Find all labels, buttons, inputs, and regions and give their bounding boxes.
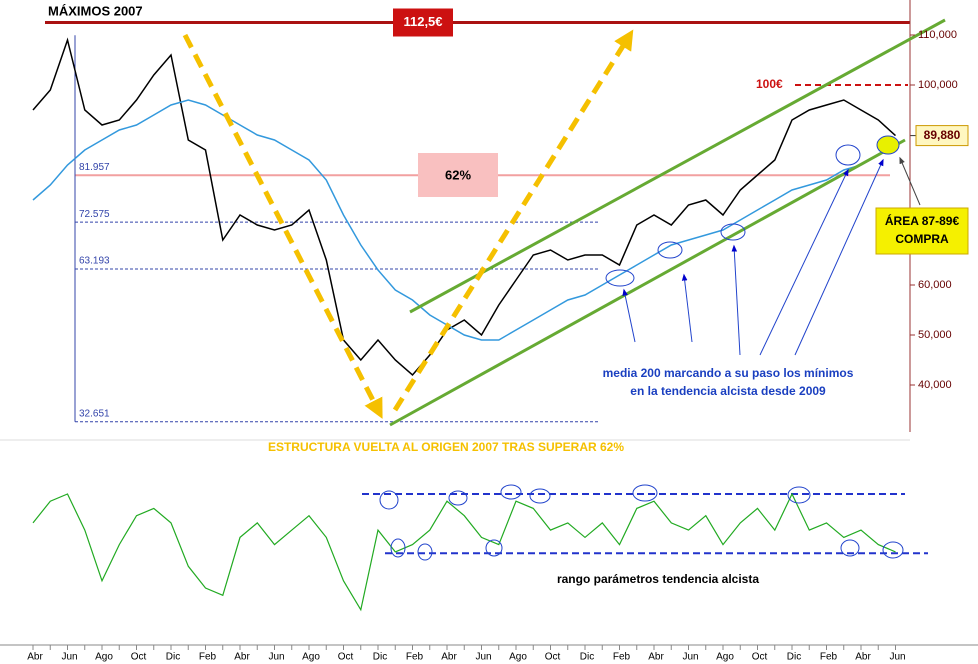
x-tick-label: Jun [61,652,77,663]
x-tick-label: Abr [27,652,43,663]
arrow-up [392,29,634,412]
buy-zone-label: COMPRA [895,232,949,246]
fib-label: 63.193 [79,256,110,267]
buy-zone-box [875,207,969,255]
fib-label: 81.957 [79,162,110,173]
x-tick-label: Ago [509,652,527,663]
y-tick-label: 60,000 [918,279,952,291]
pointer-arrow [899,156,921,206]
x-tick-label: Ago [302,652,320,663]
pointer-arrow [622,288,636,343]
touch-ellipse [720,223,746,241]
x-tick-label: Feb [820,652,838,663]
y-tick-label: 50,000 [918,329,952,341]
oscillator-markers [379,484,904,561]
x-tick-label: Jun [475,652,491,663]
x-tick-label: Dic [166,652,180,663]
touch-ellipse [390,538,406,558]
x-tick-label: Dic [580,652,594,663]
touch-ellipse [840,539,860,557]
x-tick-label: Abr [855,652,871,663]
annotation: en la tendencia alcista desde 2009 [630,384,826,398]
x-tick-label: Dic [787,652,801,663]
y-tick-label: 40,000 [918,379,952,391]
fib-label: 32.651 [79,408,110,419]
series-line [32,37,897,377]
annotation: rango parámetros tendencia alcista [557,572,759,586]
series-line [32,99,896,341]
pointer-arrow [794,158,884,356]
price-panel: 81.957 72.575 63.193 32.651 112,5€ 100€ 89,880 [32,8,969,423]
y-tick-label: 100,000 [918,79,958,91]
channel-upper [409,18,946,314]
touch-ellipse [787,486,811,504]
touch-ellipse [379,490,399,510]
resistance-label: 112,5€ [403,14,442,29]
touch-ellipse [485,539,503,557]
touch-ellipse [448,490,468,506]
touch-ellipse [835,144,861,166]
x-tick-label: Jun [682,652,698,663]
pointer-arrow [681,273,693,343]
x-tick-label: Feb [613,652,631,663]
x-tick-label: Feb [199,652,217,663]
annotation: media 200 marcando a su paso los mínimos [603,366,854,380]
touch-ellipse [417,543,433,561]
pointer-arrow [731,244,741,356]
x-tick-label: Oct [131,652,147,663]
retracement-box [418,153,498,197]
x-tick-label: Ago [95,652,113,663]
channel-lower [389,138,906,427]
series-line [32,492,896,612]
x-tick-label: Abr [441,652,457,663]
annotation: ESTRUCTURA VUELTA AL ORIGEN 2007 TRAS SU… [268,440,624,454]
last-price-label: 89,880 [924,128,961,142]
resistance-box [393,8,453,37]
resistance-label: 100€ [756,77,783,91]
x-tick-label: Feb [406,652,424,663]
pointer-arrow [759,168,849,356]
fib-label: 72.575 [79,209,110,220]
x-tick-label: Ago [716,652,734,663]
oscillator-panel [32,492,928,612]
retracement-label: 62% [445,167,471,182]
buy-zone-label: ÁREA 87-89€ [885,213,960,228]
x-tick-label: Oct [338,652,354,663]
arrow-down [182,33,383,419]
x-tick-label: Jun [268,652,284,663]
x-tick-label: Oct [545,652,561,663]
touch-ellipse [529,488,551,504]
chart-title: MÁXIMOS 2007 [48,3,143,18]
touch-ellipse [882,541,904,559]
touch-markers [605,144,884,356]
touch-ellipse [657,241,683,259]
current-marker [876,135,900,155]
touch-ellipse [632,484,658,502]
x-tick-label: Abr [234,652,250,663]
x-tick-label: Abr [648,652,664,663]
x-tick-label: Oct [752,652,768,663]
y-tick-label: 110,000 [918,29,957,41]
x-tick-label: Dic [373,652,387,663]
x-tick-label: Jun [889,652,905,663]
touch-ellipse [605,269,635,287]
last-price-box [915,125,969,147]
touch-ellipse [500,484,522,500]
